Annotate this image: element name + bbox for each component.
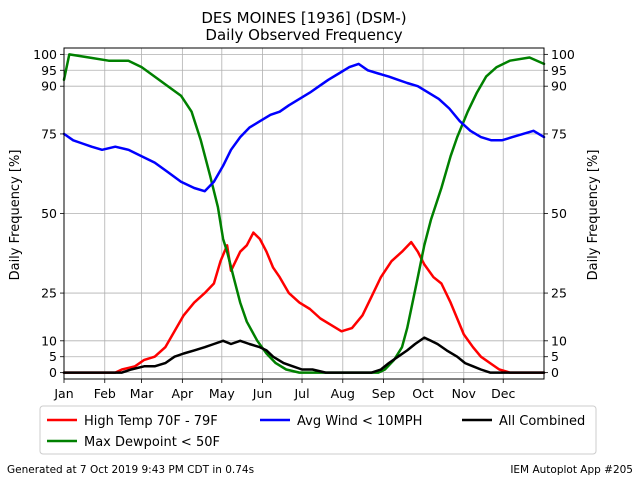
x-tick-label: Oct bbox=[412, 386, 434, 401]
chart-legend: High Temp 70F - 79F Avg Wind < 10MPH All… bbox=[39, 405, 597, 455]
legend-label-high-temp: High Temp 70F - 79F bbox=[84, 414, 218, 429]
x-tick-label: Jan bbox=[53, 386, 73, 401]
legend-label-max-dewpoint: Max Dewpoint < 50F bbox=[84, 435, 220, 450]
y-axis-label-left: Daily Frequency [%] bbox=[8, 150, 23, 281]
grid-lines bbox=[63, 48, 544, 379]
x-tick-label: May bbox=[209, 386, 235, 401]
y-tick-label-right: 0 bbox=[551, 365, 559, 380]
generated-timestamp: Generated at 7 Oct 2019 9:43 PM CDT in 0… bbox=[7, 464, 255, 476]
y-tick-label-right: 5 bbox=[551, 349, 559, 364]
x-tick-label: Jun bbox=[252, 386, 273, 401]
y-tick-label-left: 75 bbox=[41, 126, 57, 141]
y-tick-label-right: 25 bbox=[551, 286, 567, 301]
y-axis-label-right: Daily Frequency [%] bbox=[586, 150, 601, 281]
series-line-max-dewpoint-50f bbox=[62, 53, 546, 374]
y-tick-label-left: 95 bbox=[41, 63, 57, 78]
y-tick-label-left: 5 bbox=[49, 349, 57, 364]
y-tick-label-right: 100 bbox=[551, 47, 575, 62]
chart-subtitle: Daily Observed Frequency bbox=[205, 26, 402, 44]
y-tick-label-left: 25 bbox=[41, 286, 57, 301]
x-tick-label: Jul bbox=[293, 386, 309, 401]
y-tick-label-left: 100 bbox=[33, 47, 57, 62]
x-tick-label: Nov bbox=[452, 386, 477, 401]
chart-title: DES MOINES [1936] (DSM-) bbox=[201, 9, 406, 27]
x-tick-label: Sep bbox=[372, 386, 396, 401]
x-tick-label: Feb bbox=[94, 386, 116, 401]
y-tick-label-left: 10 bbox=[41, 333, 57, 348]
x-tick-label: Apr bbox=[172, 386, 194, 401]
data-series bbox=[62, 53, 546, 374]
series-line-high-temp-70f-79f bbox=[62, 231, 546, 374]
app-credit: IEM Autoplot App #205 bbox=[510, 464, 633, 476]
x-tick-label: Mar bbox=[130, 386, 154, 401]
x-tick-label: Dec bbox=[491, 386, 515, 401]
legend-box bbox=[39, 405, 597, 455]
y-tick-label-left: 90 bbox=[41, 79, 57, 94]
y-tick-label-right: 10 bbox=[551, 333, 567, 348]
y-tick-label-right: 95 bbox=[551, 63, 567, 78]
y-tick-label-left: 0 bbox=[49, 365, 57, 380]
y-tick-label-right: 50 bbox=[551, 206, 567, 221]
series-line-avg-wind-10mph bbox=[62, 62, 546, 193]
series-line-all-combined bbox=[62, 336, 546, 374]
legend-label-all-combined: All Combined bbox=[499, 414, 585, 429]
x-tick-label: Aug bbox=[331, 386, 355, 401]
y-tick-label-left: 50 bbox=[41, 206, 57, 221]
y-tick-label-right: 75 bbox=[551, 126, 567, 141]
legend-label-avg-wind: Avg Wind < 10MPH bbox=[297, 414, 422, 429]
y-tick-label-right: 90 bbox=[551, 79, 567, 94]
